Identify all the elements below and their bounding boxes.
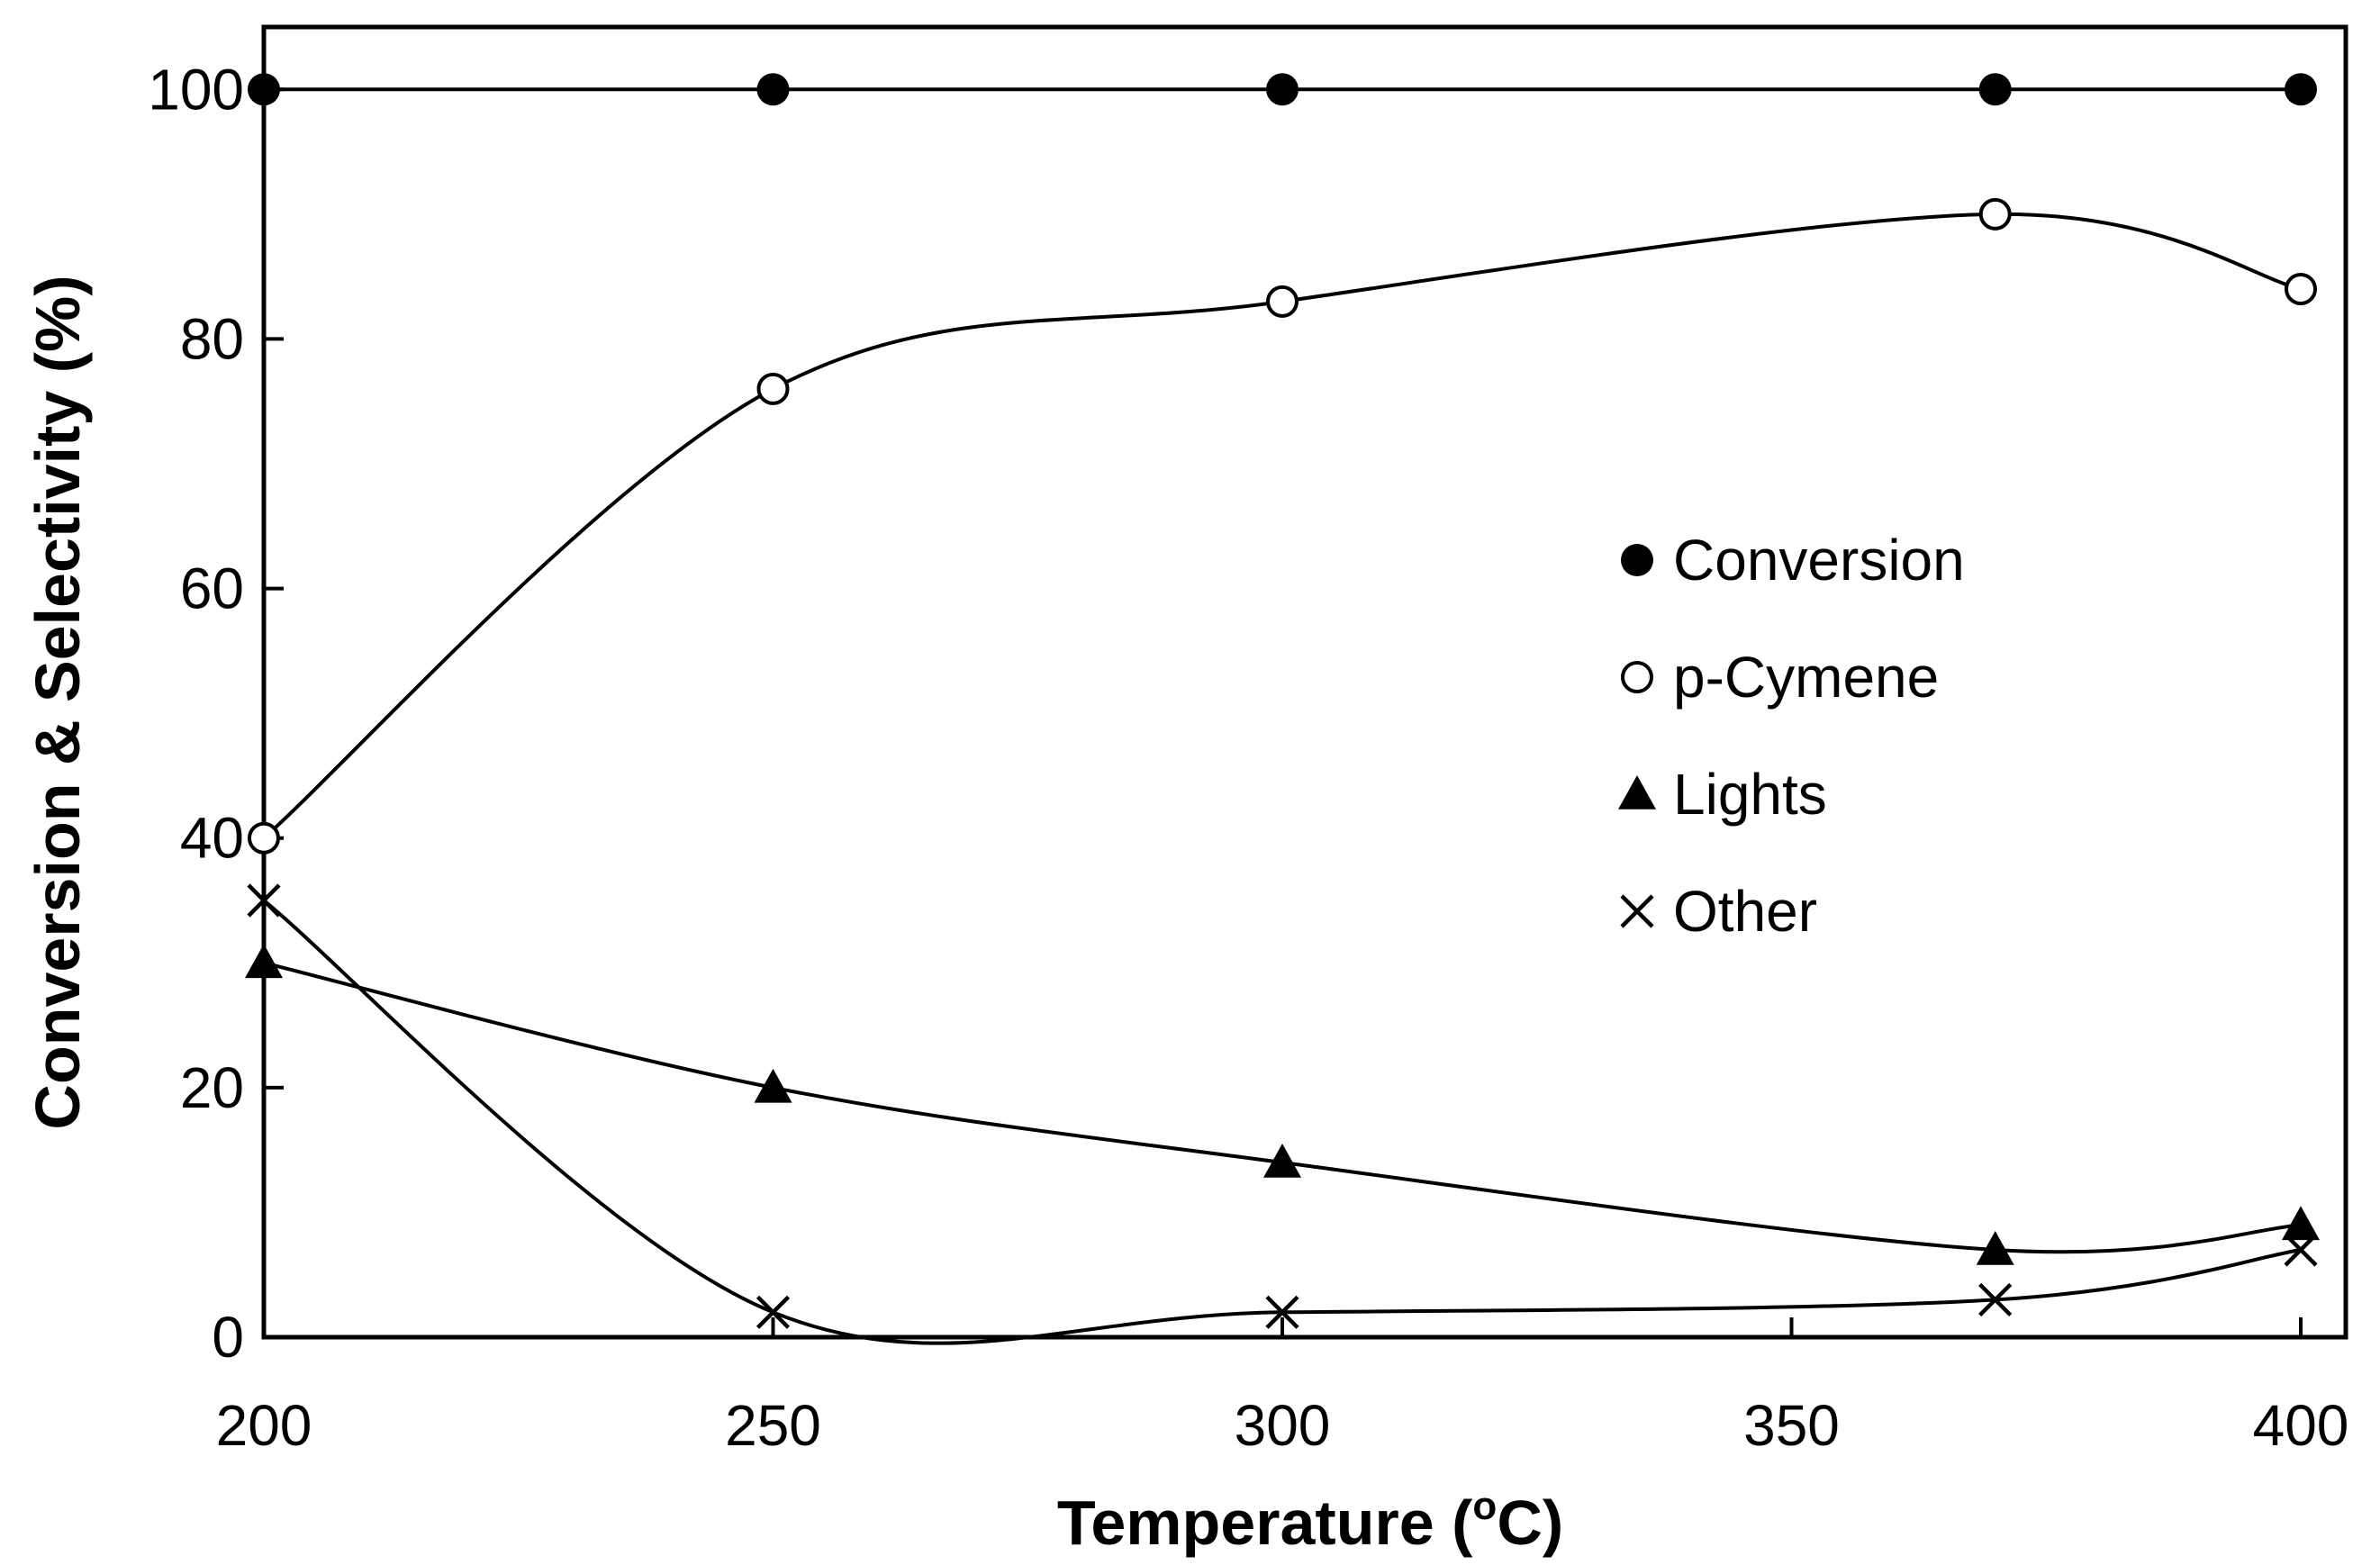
- data-point-other: [756, 1295, 791, 1329]
- x-axis-title-superscript: o: [1472, 1484, 1497, 1528]
- legend-label-conversion: Conversion: [1673, 528, 1965, 593]
- legend: Conversion p-Cymene Lights Other: [1618, 528, 1965, 944]
- legend-marker-other: [1620, 894, 1654, 928]
- x-tick-label: 350: [1743, 1393, 1840, 1458]
- y-tick-label: 20: [180, 1055, 244, 1120]
- data-point-other: [247, 883, 281, 918]
- data-point-conversion: [2285, 73, 2317, 106]
- y-tick-label: 40: [180, 806, 244, 871]
- data-point-lights: [1263, 1144, 1301, 1178]
- x-tick-label: 300: [1235, 1393, 1331, 1458]
- legend-marker-p-cymene: [1621, 661, 1653, 693]
- data-point-other: [1265, 1295, 1299, 1329]
- data-point-lights: [2282, 1206, 2320, 1241]
- x-axis-title: Temperature (oC): [1057, 1484, 1563, 1558]
- y-tick-label: 100: [148, 57, 244, 122]
- legend-label-other: Other: [1673, 879, 1817, 944]
- data-point-conversion: [1978, 73, 2012, 106]
- y-tick-label: 80: [180, 306, 244, 371]
- data-point-other: [1978, 1282, 2013, 1317]
- x-tick-label: 250: [725, 1393, 821, 1458]
- legend-marker-conversion: [1621, 544, 1653, 576]
- y-tick-label: 0: [212, 1305, 244, 1370]
- y-tick-label: 60: [180, 556, 244, 621]
- data-point-p-cymene: [1266, 285, 1299, 318]
- x-axis-title-main: Temperature (: [1057, 1488, 1473, 1558]
- data-point-conversion: [1266, 73, 1299, 106]
- data-point-p-cymene: [248, 821, 280, 855]
- data-point-p-cymene: [2285, 273, 2317, 305]
- data-point-other: [2284, 1233, 2318, 1267]
- data-point-p-cymene: [1978, 197, 2012, 231]
- legend-label-p-cymene: p-Cymene: [1673, 645, 1939, 710]
- series-line-other: [262, 899, 2302, 1345]
- x-tick-label: 200: [216, 1393, 312, 1458]
- y-axis-title: Conversion & Selectivity (%): [23, 275, 93, 1129]
- data-point-lights: [245, 944, 283, 979]
- plot-area-frame: [261, 24, 2348, 1340]
- data-point-conversion: [248, 73, 280, 106]
- data-point-p-cymene: [756, 372, 790, 405]
- legend-label-lights: Lights: [1673, 762, 1827, 827]
- x-tick-label: 400: [2253, 1393, 2349, 1458]
- x-axis-title-suffix: C): [1497, 1488, 1563, 1558]
- data-point-lights: [1976, 1231, 2014, 1265]
- data-point-conversion: [756, 73, 790, 106]
- axes: 0 20 40 60 80 100 200 250 300 350 400: [148, 57, 2348, 1458]
- legend-marker-lights: [1618, 775, 1656, 810]
- series-line-p-cymene: [262, 212, 2302, 840]
- series-markers: [245, 73, 2320, 1329]
- data-point-lights: [754, 1068, 792, 1103]
